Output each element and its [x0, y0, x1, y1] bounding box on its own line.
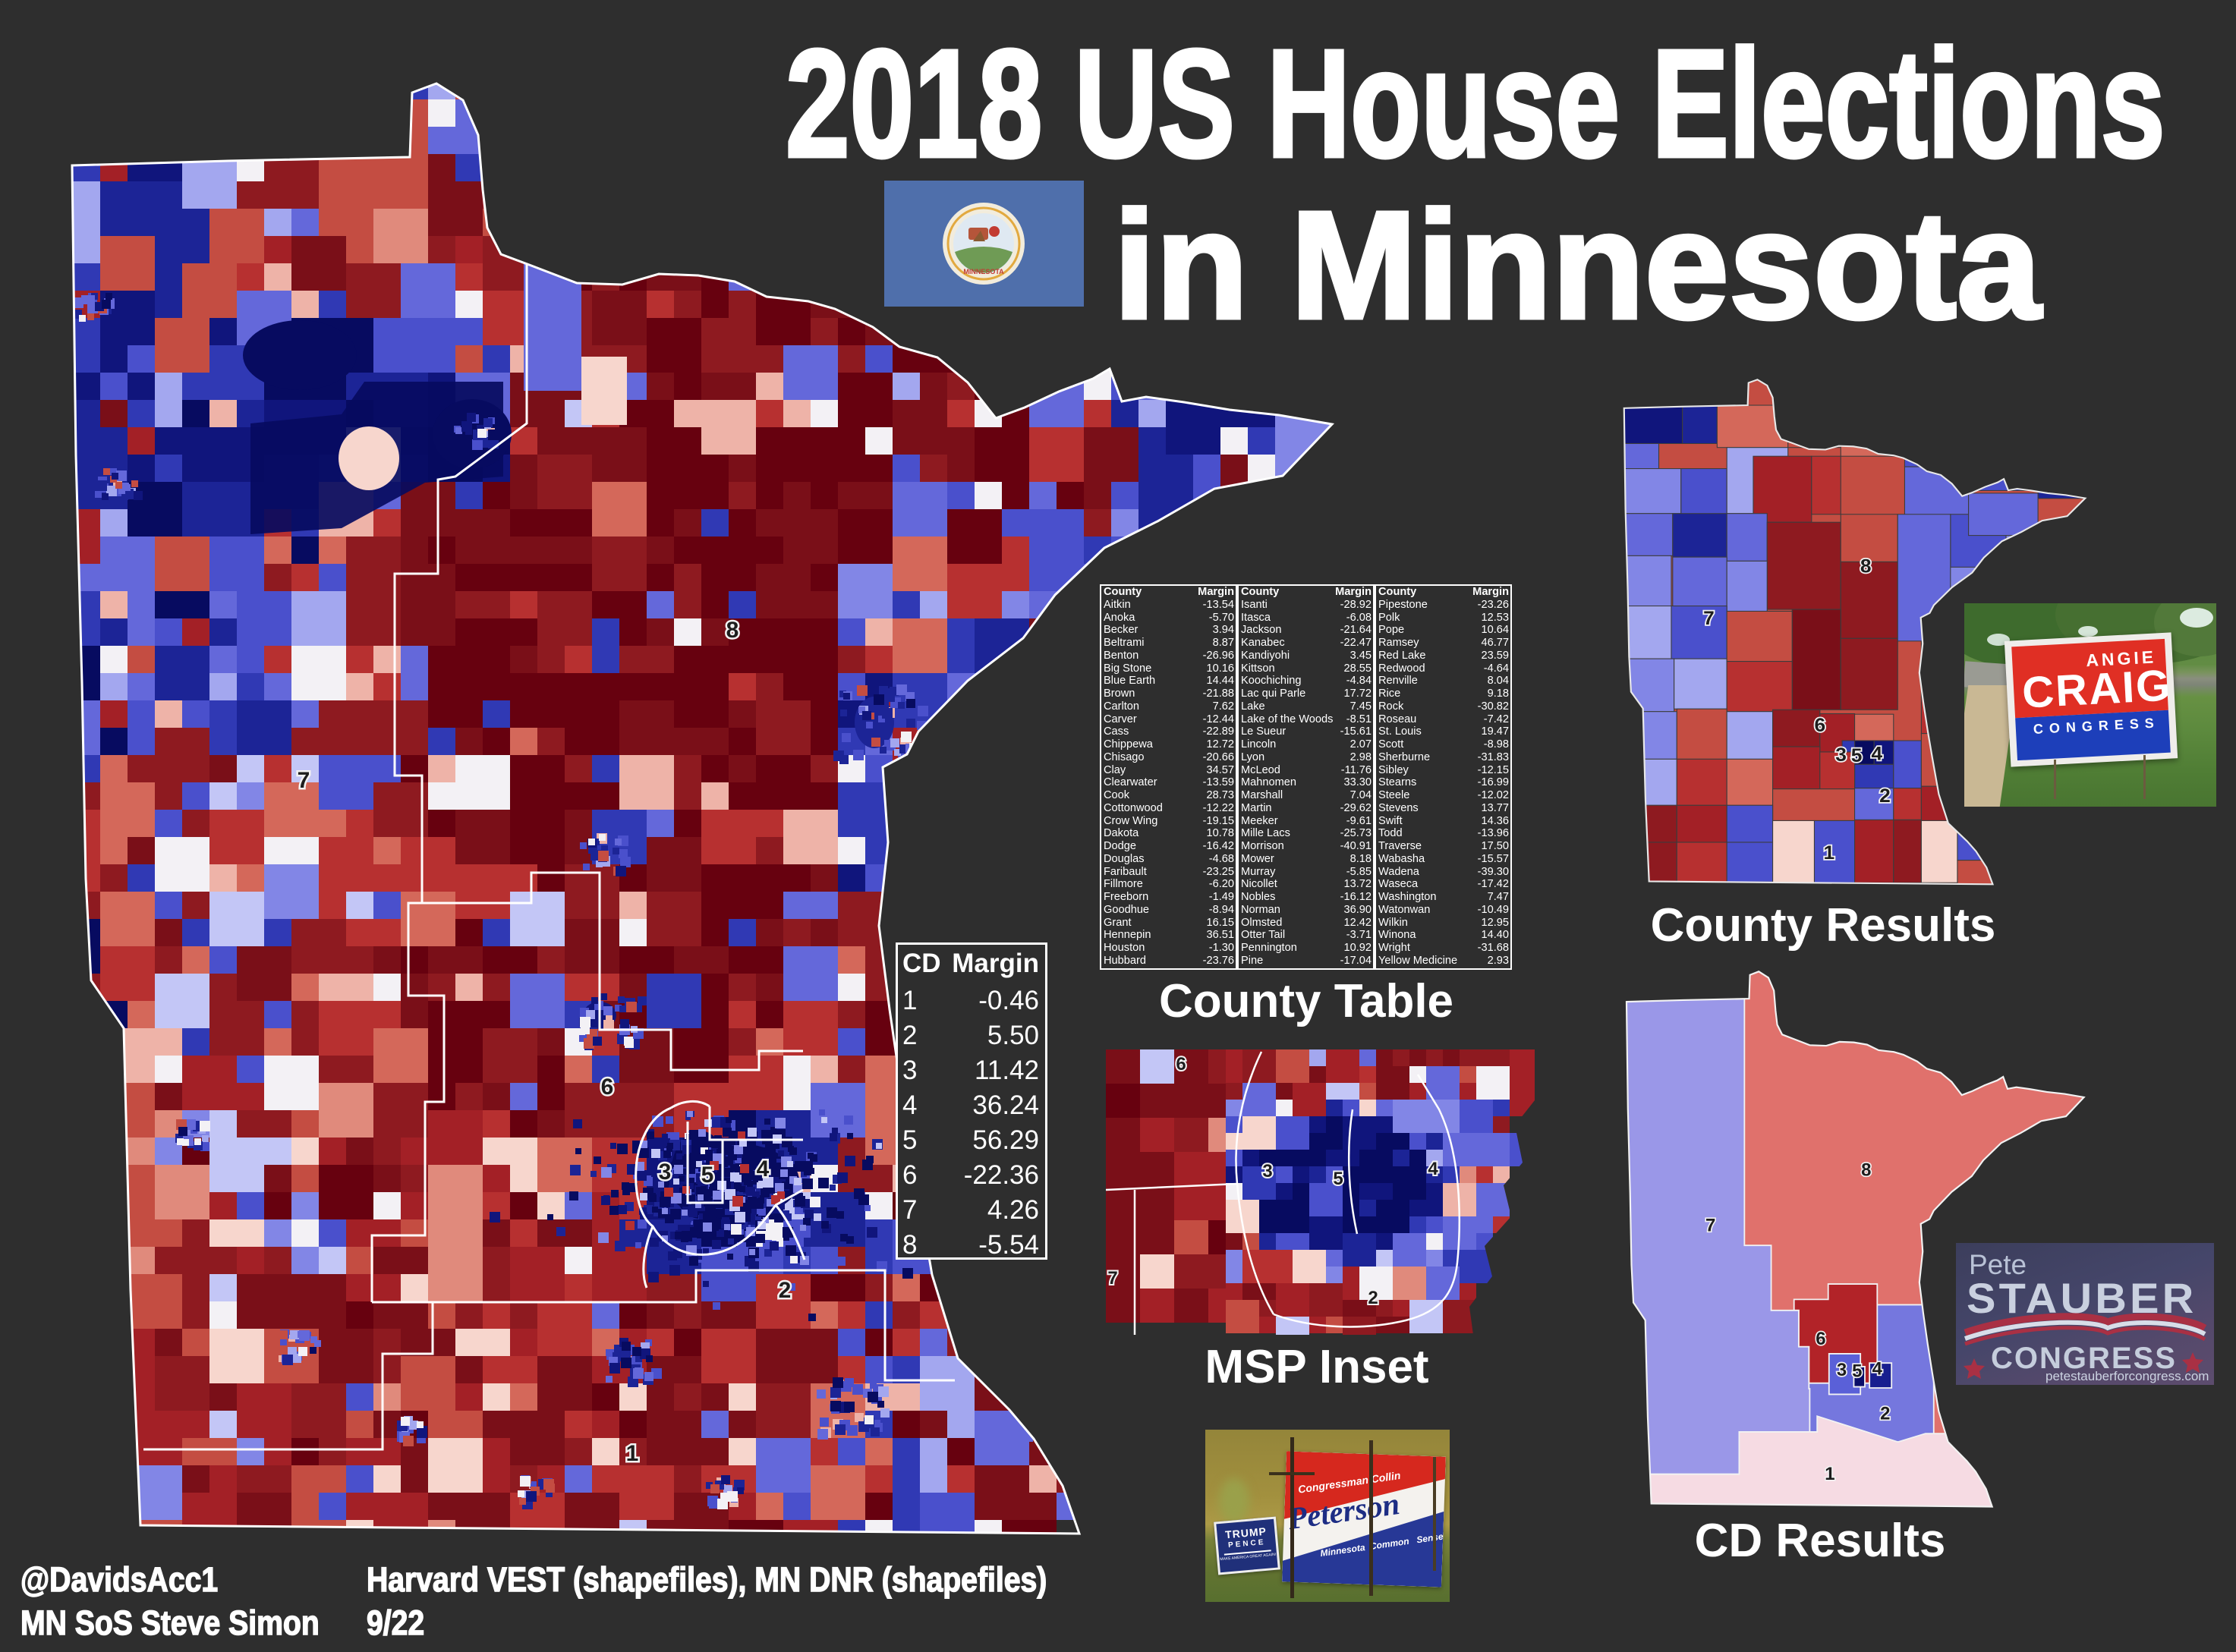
svg-text:8: 8	[1861, 1160, 1871, 1180]
svg-text:1: 1	[626, 1441, 639, 1466]
svg-text:8: 8	[1860, 556, 1872, 577]
svg-text:4: 4	[1872, 744, 1883, 764]
svg-text:2: 2	[1368, 1288, 1378, 1308]
svg-text:2: 2	[779, 1278, 792, 1303]
svg-text:3: 3	[1835, 744, 1847, 765]
svg-text:7: 7	[1107, 1268, 1117, 1289]
svg-text:1: 1	[1825, 1464, 1834, 1484]
svg-text:5: 5	[1851, 746, 1863, 766]
svg-text:6: 6	[1176, 1054, 1186, 1075]
svg-text:2: 2	[1879, 786, 1891, 807]
svg-text:5: 5	[1333, 1169, 1343, 1189]
svg-text:6: 6	[1816, 1329, 1825, 1349]
svg-text:4: 4	[1872, 1358, 1883, 1379]
svg-text:2: 2	[1880, 1404, 1890, 1424]
svg-text:6: 6	[1814, 715, 1825, 735]
svg-text:5: 5	[701, 1163, 714, 1188]
svg-text:7: 7	[1705, 1216, 1715, 1236]
svg-text:4: 4	[1428, 1159, 1438, 1179]
svg-text:8: 8	[726, 618, 739, 643]
svg-text:3: 3	[1262, 1161, 1272, 1182]
svg-text:3: 3	[659, 1160, 672, 1185]
svg-text:5: 5	[1852, 1361, 1862, 1381]
svg-text:6: 6	[601, 1075, 614, 1100]
svg-text:1: 1	[1824, 842, 1835, 863]
svg-text:7: 7	[298, 768, 310, 793]
svg-text:3: 3	[1837, 1360, 1847, 1380]
svg-text:7: 7	[1703, 609, 1715, 629]
svg-text:MINNESOTA: MINNESOTA	[963, 268, 1004, 275]
svg-text:4: 4	[757, 1156, 770, 1182]
